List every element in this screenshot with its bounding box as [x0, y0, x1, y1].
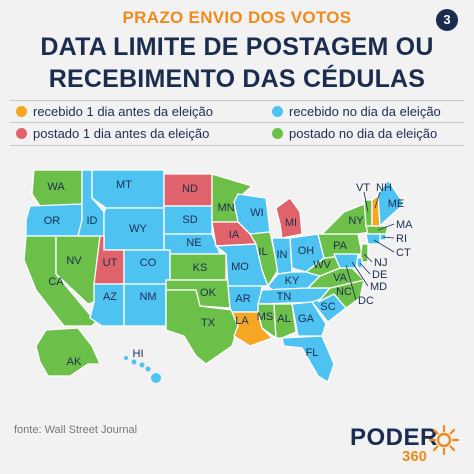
label-AK: AK: [67, 356, 82, 368]
label-MA: MA: [396, 219, 413, 231]
label-AL: AL: [277, 313, 290, 325]
label-WI: WI: [250, 207, 263, 219]
label-NE: NE: [186, 237, 201, 249]
legend-label: postado 1 dia antes da eleição: [33, 126, 210, 141]
state-VT: [363, 199, 373, 227]
legend-item-postmarked-day-before: postado 1 dia antes da eleição: [16, 126, 209, 141]
label-PA: PA: [333, 240, 348, 252]
label-MI: MI: [285, 217, 297, 229]
state-FL: [281, 335, 335, 383]
state-AK: [35, 327, 102, 377]
legend-item-received-election-day: recebido no dia da eleição: [272, 104, 441, 119]
state-TX: [165, 289, 239, 365]
state-AL: [273, 303, 297, 339]
label-MS: MS: [257, 311, 274, 323]
legend-dot-red: [16, 128, 27, 139]
label-OK: OK: [200, 287, 217, 299]
label-AZ: AZ: [103, 291, 117, 303]
label-MD: MD: [370, 281, 387, 293]
state-MS: [257, 303, 277, 340]
state-GA: [291, 301, 327, 337]
legend-divider-bottom: [10, 145, 464, 146]
legend-label: postado no dia da eleição: [289, 126, 438, 141]
label-NM: NM: [139, 291, 156, 303]
label-ND: ND: [182, 183, 198, 195]
label-MN: MN: [217, 202, 234, 214]
label-MT: MT: [116, 179, 132, 191]
label-TN: TN: [277, 291, 292, 303]
state-HI: [124, 356, 161, 383]
label-SC: SC: [320, 301, 335, 313]
legend-item-postmarked-election-day: postado no dia da eleição: [272, 126, 437, 141]
label-OR: OR: [44, 215, 61, 227]
title-line-2: RECEBIMENTO DAS CÉDULAS: [48, 65, 426, 93]
title-line-1: DATA LIMITE DE POSTAGEM OU: [40, 33, 434, 61]
label-IA: IA: [229, 229, 240, 241]
legend-dot-orange: [16, 106, 27, 117]
label-KS: KS: [193, 262, 208, 274]
label-NH: NH: [376, 182, 392, 194]
label-WV: WV: [313, 259, 331, 271]
label-FL: FL: [306, 347, 319, 359]
header-kicker: PRAZO ENVIO DOS VOTOS: [122, 8, 352, 27]
label-WA: WA: [47, 181, 65, 193]
logo-number: 360: [402, 448, 428, 465]
label-VT: VT: [356, 182, 370, 194]
label-HI: HI: [133, 348, 144, 360]
label-ID: ID: [87, 215, 98, 227]
label-TX: TX: [201, 317, 216, 329]
label-CT: CT: [396, 247, 411, 259]
label-NC: NC: [336, 286, 352, 298]
legend-label: recebido no dia da eleição: [289, 104, 441, 119]
label-WY: WY: [129, 223, 147, 235]
label-RI: RI: [396, 233, 407, 245]
label-ME: ME: [388, 198, 405, 210]
state-ME: [377, 178, 405, 228]
label-MO: MO: [231, 261, 249, 273]
label-AR: AR: [235, 293, 250, 305]
legend-dot-blue: [272, 106, 283, 117]
legend: recebido 1 dia antes da eleição recebido…: [0, 100, 474, 146]
legend-dot-green: [272, 128, 283, 139]
legend-divider-top: [10, 100, 464, 101]
us-map: WA OR CA NV ID MT WY UT CO AZ NM ND SD N…: [23, 169, 413, 383]
sun-icon: [428, 424, 460, 456]
label-DC: DC: [358, 295, 374, 307]
logo-word: PODER: [350, 424, 438, 451]
label-VA: VA: [333, 272, 348, 284]
legend-label: recebido 1 dia antes da eleição: [33, 104, 213, 119]
label-DE: DE: [372, 269, 387, 281]
label-SD: SD: [182, 214, 197, 226]
label-UT: UT: [103, 257, 118, 269]
label-IN: IN: [277, 249, 288, 261]
legend-divider-middle: [10, 122, 464, 123]
label-CO: CO: [140, 257, 157, 269]
label-NJ: NJ: [374, 257, 387, 269]
label-KY: KY: [285, 275, 300, 287]
label-NY: NY: [348, 215, 364, 227]
label-IL: IL: [258, 246, 267, 258]
legend-item-received-day-before: recebido 1 dia antes da eleição: [16, 104, 213, 119]
label-CA: CA: [48, 276, 64, 288]
label-NV: NV: [66, 255, 82, 267]
page-number-badge: 3: [436, 9, 458, 31]
state-labels: WA OR CA NV ID MT WY UT CO AZ NM ND SD N…: [44, 179, 413, 368]
label-LA: LA: [235, 315, 249, 327]
poder360-logo: PODER 360: [350, 424, 460, 468]
label-OH: OH: [298, 245, 315, 257]
state-MI: [275, 197, 303, 239]
source-note: fonte: Wall Street Journal: [14, 424, 138, 436]
label-GA: GA: [298, 313, 315, 325]
leader-lines: [345, 191, 395, 301]
